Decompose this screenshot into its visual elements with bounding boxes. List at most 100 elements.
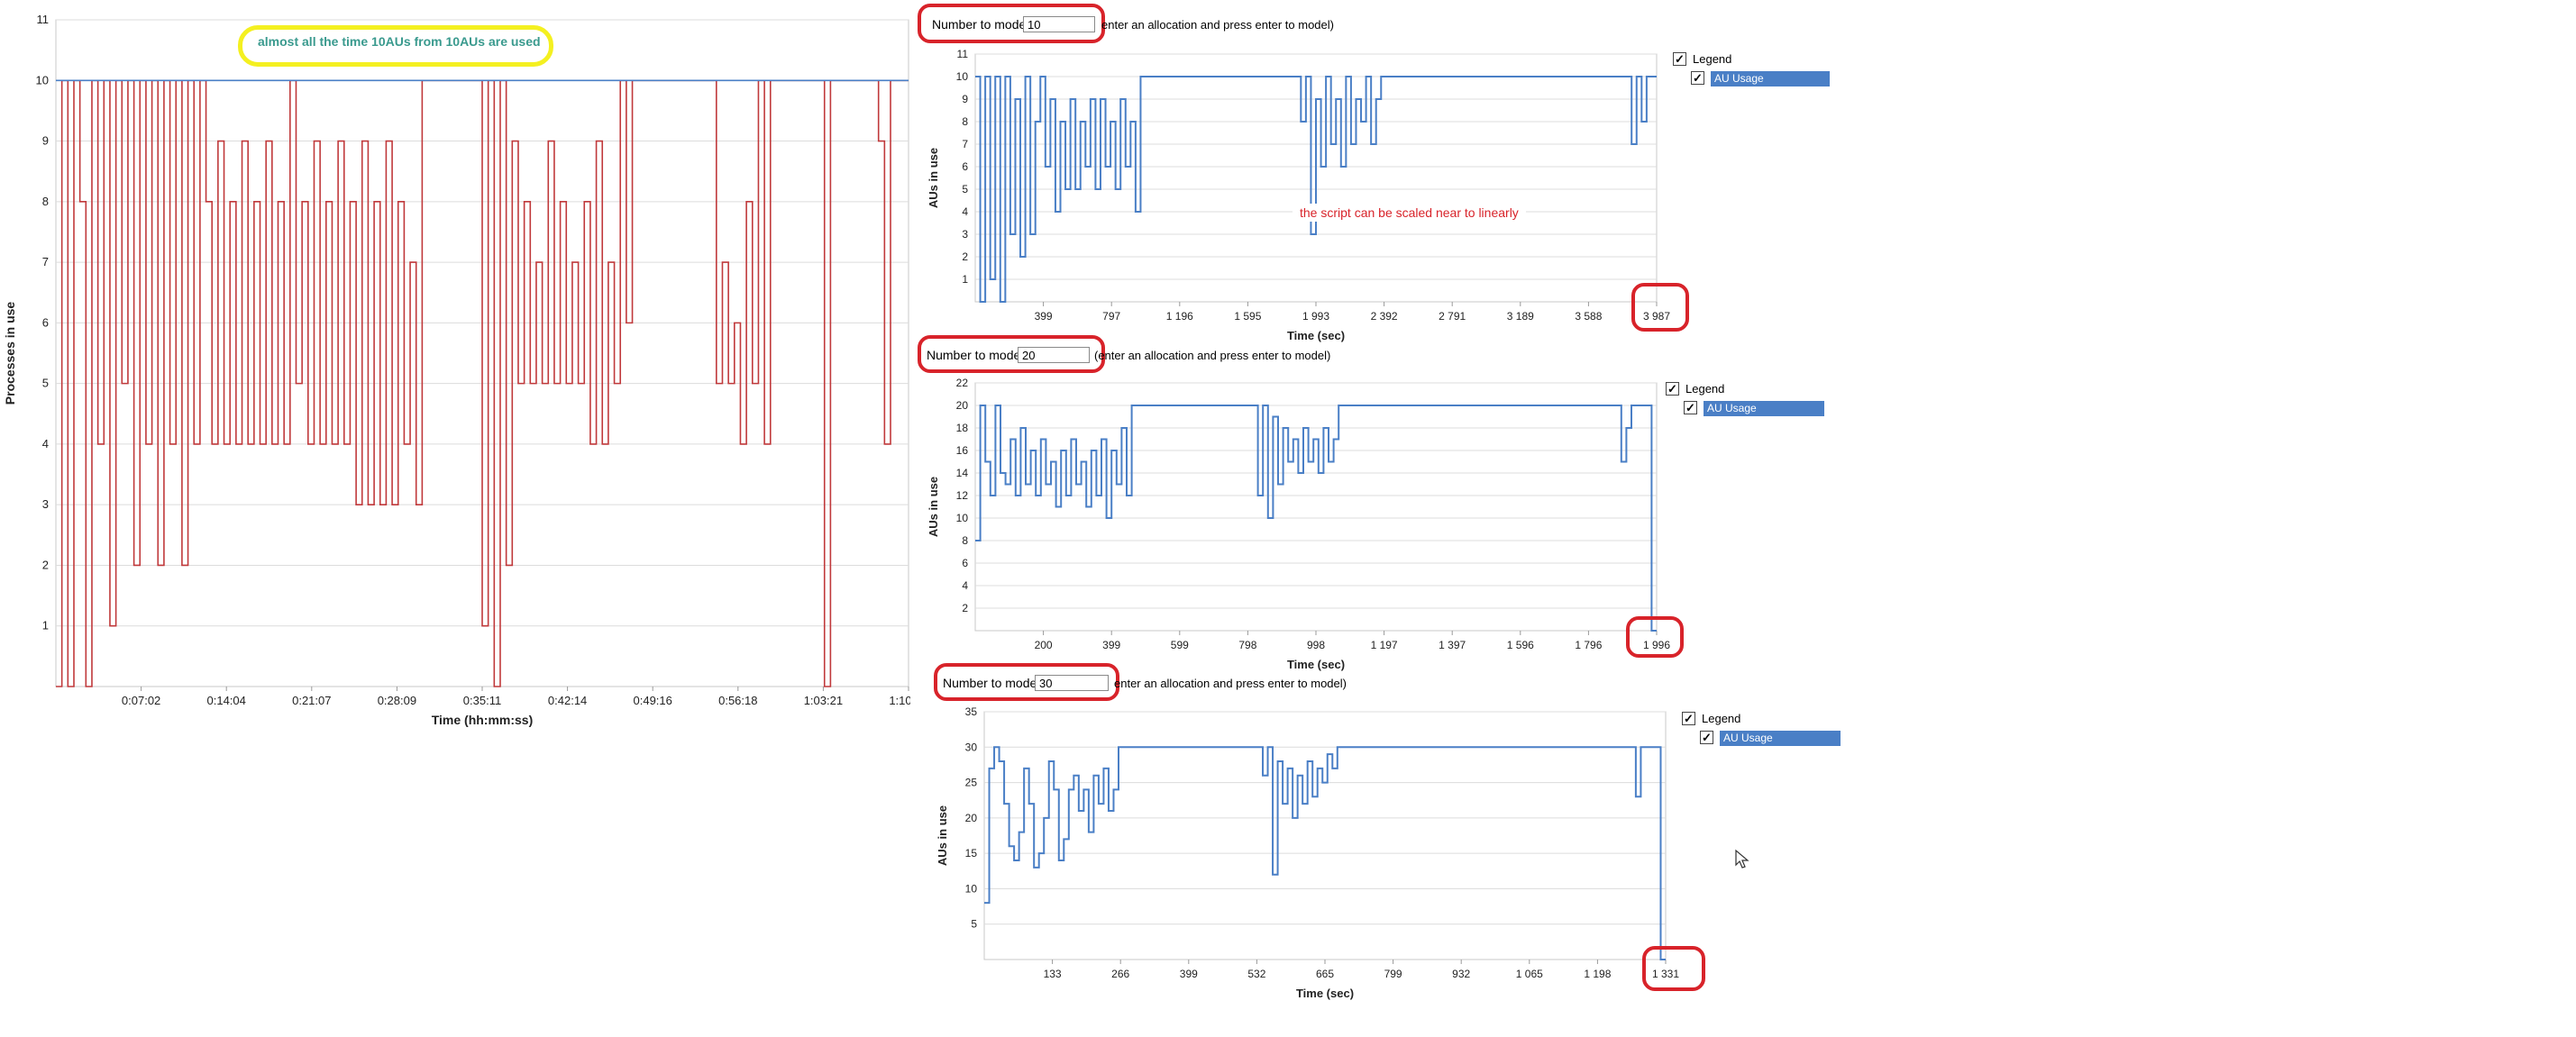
legend-title-2: Legend [1685, 382, 1725, 396]
chart-3: 5 10 15 20 25 30 35 133 266 399 532 665 799 932 1 065 1… [936, 705, 1679, 1000]
legend-item-checkbox-1[interactable]: ✓ [1691, 71, 1704, 85]
y-tick-label: 22 [956, 377, 969, 389]
x-tick-label: 399 [1180, 968, 1198, 980]
x-tick-label: 797 [1102, 310, 1120, 323]
x-tick-label: 0:07:02 [122, 694, 160, 707]
y-tick-label: 25 [965, 777, 978, 789]
number-label-3: Number to model: [943, 676, 1044, 690]
y-tick-label: 8 [962, 115, 968, 128]
y-tick-label: 5 [971, 918, 977, 931]
y-tick-label: 6 [962, 160, 968, 173]
x-axis-label: Time (sec) [1296, 987, 1354, 1000]
x-tick-label: 1 198 [1584, 968, 1611, 980]
x-axis-label: Time (sec) [1287, 658, 1345, 671]
x-tick-label: 3 987 [1643, 310, 1670, 323]
y-tick-label: 9 [42, 134, 49, 148]
legend-checkbox-2[interactable]: ✓ [1666, 382, 1679, 396]
last-tick-highlight-3 [1642, 946, 1705, 991]
y-tick-label: 18 [956, 422, 969, 434]
x-tick-label: 1 397 [1439, 639, 1466, 651]
x-tick-label: 3 189 [1507, 310, 1534, 323]
left-chart: 1 2 3 4 5 6 7 8 9 10 11 0:07:02 0:14:04 0:21:07 0:28:0… [3, 13, 910, 727]
x-tick-label: 3 588 [1575, 310, 1602, 323]
y-axis-label: Processes in use [3, 302, 17, 405]
y-tick-label: 20 [956, 399, 969, 412]
last-tick-highlight-1 [1631, 283, 1689, 332]
hint-3: enter an allocation and press enter to m… [1114, 677, 1347, 690]
y-tick-label: 4 [962, 579, 968, 592]
x-tick-label: 1 065 [1516, 968, 1543, 980]
number-input-highlight-2 [918, 335, 1105, 373]
legend-title-1: Legend [1693, 52, 1732, 66]
plot-frame [974, 382, 1658, 632]
y-tick-label: 5 [42, 377, 49, 390]
y-tick-label: 2 [42, 558, 49, 571]
y-tick-label: 7 [42, 255, 49, 268]
number-label-1: Number to model: [932, 17, 1033, 32]
x-tick-label: 1 996 [1643, 639, 1670, 651]
x-tick-label: 599 [1171, 639, 1189, 651]
left-annotation: almost all the time 10AUs from 10AUs are… [258, 34, 541, 49]
legend-item-1[interactable]: AU Usage [1711, 71, 1830, 86]
y-tick-label: 4 [42, 437, 49, 450]
y-tick-label: 30 [965, 741, 978, 753]
y-tick-label: 35 [965, 705, 978, 718]
y-tick-label: 6 [962, 557, 968, 569]
series-line-au-usage [975, 76, 1657, 303]
x-tick-label: 1 796 [1575, 639, 1602, 651]
x-tick-label: 932 [1452, 968, 1470, 980]
y-tick-label: 10 [956, 512, 969, 524]
number-input-2[interactable] [1018, 347, 1090, 363]
x-tick-label: 133 [1044, 968, 1062, 980]
x-tick-label: 798 [1238, 639, 1256, 651]
legend-item-3[interactable]: AU Usage [1720, 731, 1841, 746]
x-tick-label: 1:10:23 [889, 694, 910, 707]
y-tick-label: 8 [962, 534, 968, 547]
y-tick-label: 6 [42, 315, 49, 329]
y-tick-label: 10 [956, 70, 969, 83]
y-tick-label: 1 [962, 273, 968, 286]
legend-item-2[interactable]: AU Usage [1704, 401, 1824, 416]
chart-2: 2 4 6 8 10 12 14 16 18 20 22 200 399 599 798 998 1 197 1 … [927, 377, 1670, 671]
y-tick-label: 8 [42, 195, 49, 208]
panel-annotation-1: the script can be scaled near to linearl… [1293, 204, 1526, 222]
y-tick-label: 12 [956, 489, 969, 502]
x-tick-label: 1 993 [1302, 310, 1329, 323]
number-label-2: Number to model: [927, 348, 1028, 362]
annotation-highlight [238, 25, 553, 67]
series-line-au-usage [984, 746, 1666, 960]
y-tick-label: 7 [962, 138, 968, 150]
y-tick-label: 20 [965, 812, 978, 824]
y-axis-label: AUs in use [927, 477, 940, 537]
y-axis-label: AUs in use [936, 805, 949, 866]
chart-1: 1 2 3 4 5 6 7 8 9 10 11 399 797 1 196 1 595 1 993 2 392 2… [927, 48, 1670, 342]
x-tick-label: 1 196 [1166, 310, 1193, 323]
number-input-3[interactable] [1035, 675, 1109, 691]
x-tick-label: 2 791 [1439, 310, 1466, 323]
legend-item-checkbox-2[interactable]: ✓ [1684, 401, 1697, 414]
x-tick-label: 1 331 [1652, 968, 1679, 980]
legend-checkbox-3[interactable]: ✓ [1682, 712, 1695, 725]
y-tick-label: 11 [37, 13, 50, 26]
number-input-highlight-3 [934, 663, 1119, 701]
y-tick-label: 16 [956, 444, 969, 457]
y-tick-label: 5 [962, 183, 968, 196]
x-tick-label: 799 [1384, 968, 1402, 980]
x-tick-label: 998 [1307, 639, 1325, 651]
x-tick-label: 266 [1111, 968, 1129, 980]
number-input-1[interactable] [1023, 16, 1095, 32]
legend-checkbox-1[interactable]: ✓ [1673, 52, 1686, 66]
y-tick-label: 9 [962, 93, 968, 105]
x-tick-label: 399 [1035, 310, 1053, 323]
hint-2: (enter an allocation and press enter to … [1094, 349, 1331, 362]
x-axis-label: Time (hh:mm:ss) [432, 713, 534, 727]
x-tick-label: 200 [1035, 639, 1053, 651]
x-tick-label: 0:42:14 [548, 694, 587, 707]
y-tick-label: 3 [962, 228, 968, 241]
y-tick-label: 2 [962, 602, 968, 614]
legend-item-checkbox-3[interactable]: ✓ [1700, 731, 1713, 744]
y-tick-label: 11 [957, 48, 969, 60]
x-tick-label: 0:35:11 [463, 694, 501, 707]
x-tick-label: 0:14:04 [207, 694, 246, 707]
number-input-highlight-1 [918, 4, 1105, 43]
